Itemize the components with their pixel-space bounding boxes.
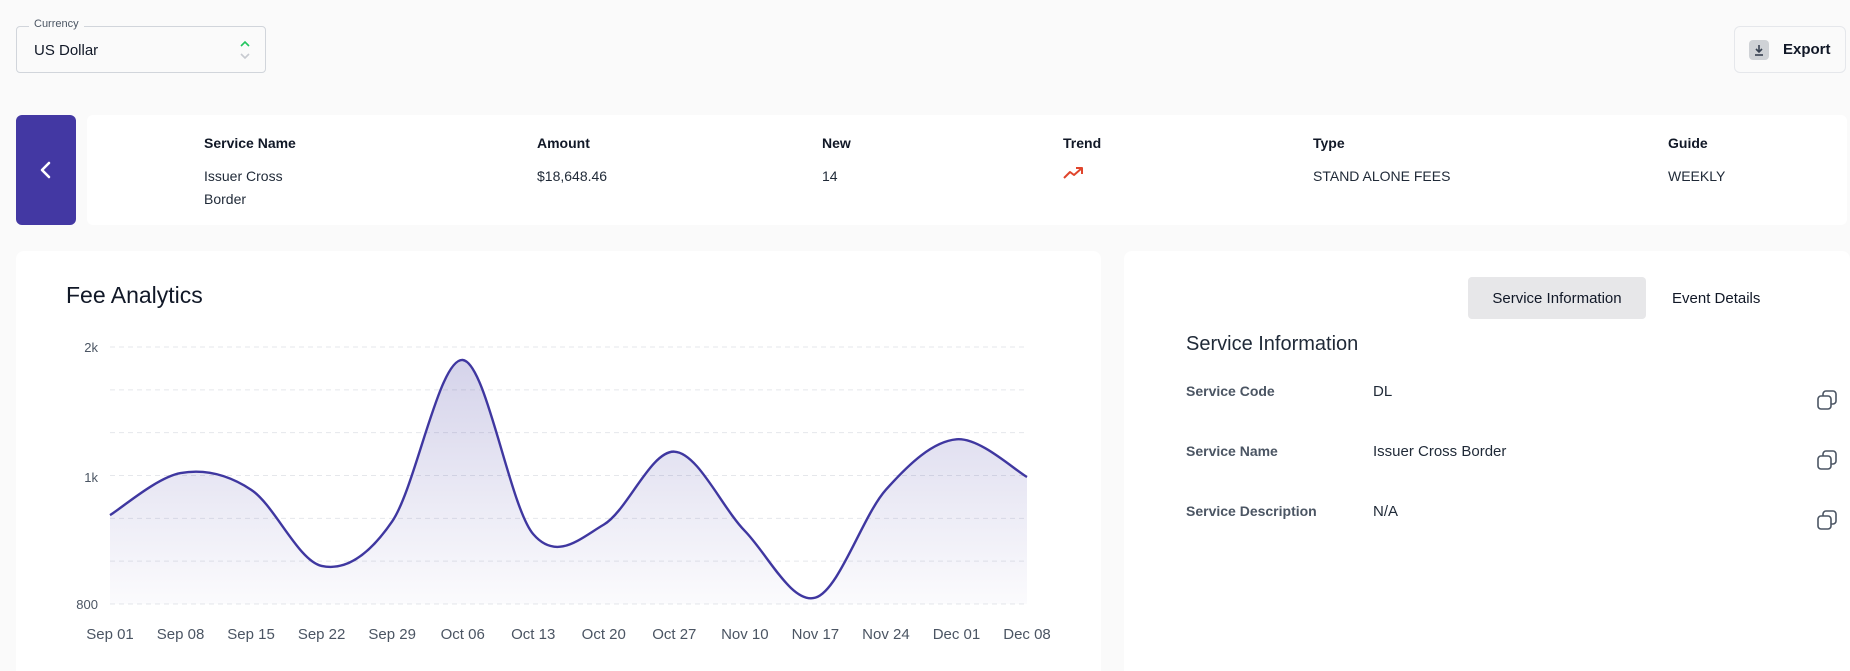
summary-header: Service Name [204, 135, 296, 151]
tab-event-details[interactable]: Event Details [1672, 289, 1761, 307]
data-point [742, 528, 748, 534]
data-point [389, 518, 395, 524]
x-tick-label: Dec 08 [1003, 626, 1051, 643]
x-tick-label: Nov 17 [792, 626, 840, 643]
data-point [248, 487, 254, 493]
currency-value: US Dollar [34, 42, 99, 59]
fee-analytics-chart: 2k 1k 800 Sep 01 Sep 08 Sep 15 Sep 22 Sep 29 Oct… [76, 340, 1051, 643]
data-point [319, 563, 325, 569]
x-tick-label: Oct 13 [511, 626, 555, 643]
info-tabs: Service Information Event Details [1468, 277, 1780, 319]
copy-icon[interactable] [1816, 389, 1838, 411]
data-point [812, 595, 818, 601]
tab-service-information[interactable]: Service Information [1468, 277, 1646, 319]
data-point [601, 522, 607, 528]
data-point [883, 487, 889, 493]
copy-icon[interactable] [1816, 449, 1838, 471]
x-tick-label: Sep 22 [298, 626, 346, 643]
data-point [107, 512, 113, 518]
summary-value: WEEKLY [1668, 168, 1726, 184]
summary-header: Guide [1668, 135, 1708, 151]
data-point [671, 449, 677, 455]
data-point [460, 357, 466, 363]
series-area [110, 359, 1027, 604]
summary-header: Type [1313, 135, 1345, 151]
currency-label: Currency [29, 18, 84, 30]
summary-header: Amount [537, 135, 590, 151]
x-tick-label: Sep 29 [368, 626, 416, 643]
x-tick-label: Sep 08 [157, 626, 205, 643]
series-line [109, 358, 1028, 600]
summary-amount: Amount $18,648.46 [537, 135, 607, 188]
info-row-service-description: Service Description N/A [1186, 503, 1837, 530]
summary-trend: Trend [1063, 135, 1101, 188]
service-info-card: Service Information Event Details Servic… [1124, 251, 1850, 671]
copy-icon[interactable] [1816, 509, 1838, 531]
info-label: Service Code [1186, 383, 1275, 399]
x-tick-label: Sep 01 [86, 626, 134, 643]
y-tick-label: 2k [84, 340, 98, 355]
x-tick-label: Nov 10 [721, 626, 769, 643]
summary-value [1063, 165, 1101, 188]
summary-header: New [822, 135, 851, 151]
service-summary-card: Service Name Issuer Cross Border Amount … [87, 115, 1847, 225]
data-point [530, 531, 536, 537]
x-tick-label: Dec 01 [933, 626, 981, 643]
back-button[interactable] [16, 115, 76, 225]
chart-title: Fee Analytics [66, 282, 203, 308]
summary-new: New 14 [822, 135, 851, 188]
info-row-service-code: Service Code DL [1186, 383, 1837, 410]
summary-value: STAND ALONE FEES [1313, 168, 1451, 184]
data-point [953, 436, 959, 442]
select-arrows-icon [240, 40, 250, 60]
summary-guide: Guide WEEKLY [1668, 135, 1725, 188]
chevron-left-icon [40, 161, 51, 179]
trending-up-icon [1063, 167, 1083, 179]
y-tick-label: 800 [76, 597, 98, 612]
summary-value: $18,648.46 [537, 168, 608, 184]
summary-type: Type STAND ALONE FEES [1313, 135, 1450, 188]
summary-header: Trend [1063, 135, 1102, 151]
x-tick-label: Oct 20 [582, 626, 626, 643]
currency-select[interactable]: Currency US Dollar [16, 18, 266, 73]
fee-analytics-card: Fee Analytics 2k 1k 800 Sep 01 Sep 08 Sep 15 S… [16, 251, 1101, 671]
data-point [178, 470, 184, 476]
data-point [1024, 474, 1030, 480]
export-button[interactable]: Export [1734, 26, 1846, 73]
x-tick-label: Nov 24 [862, 626, 910, 643]
summary-service-name: Service Name Issuer Cross Border [204, 135, 314, 211]
x-tick-label: Oct 06 [441, 626, 485, 643]
y-tick-label: 1k [84, 470, 98, 485]
info-value: DL [1373, 383, 1393, 400]
summary-value: 14 [822, 168, 838, 184]
info-value: Issuer Cross Border [1373, 443, 1507, 460]
download-icon [1749, 39, 1769, 60]
summary-value: Issuer Cross Border [204, 168, 283, 207]
info-row-service-name: Service Name Issuer Cross Border [1186, 443, 1837, 470]
info-label: Service Name [1186, 443, 1278, 459]
export-label: Export [1783, 41, 1831, 58]
x-tick-label: Oct 27 [652, 626, 696, 643]
service-info-title: Service Information [1186, 333, 1359, 355]
info-value: N/A [1373, 503, 1399, 520]
info-label: Service Description [1186, 503, 1317, 519]
x-tick-label: Sep 15 [227, 626, 275, 643]
